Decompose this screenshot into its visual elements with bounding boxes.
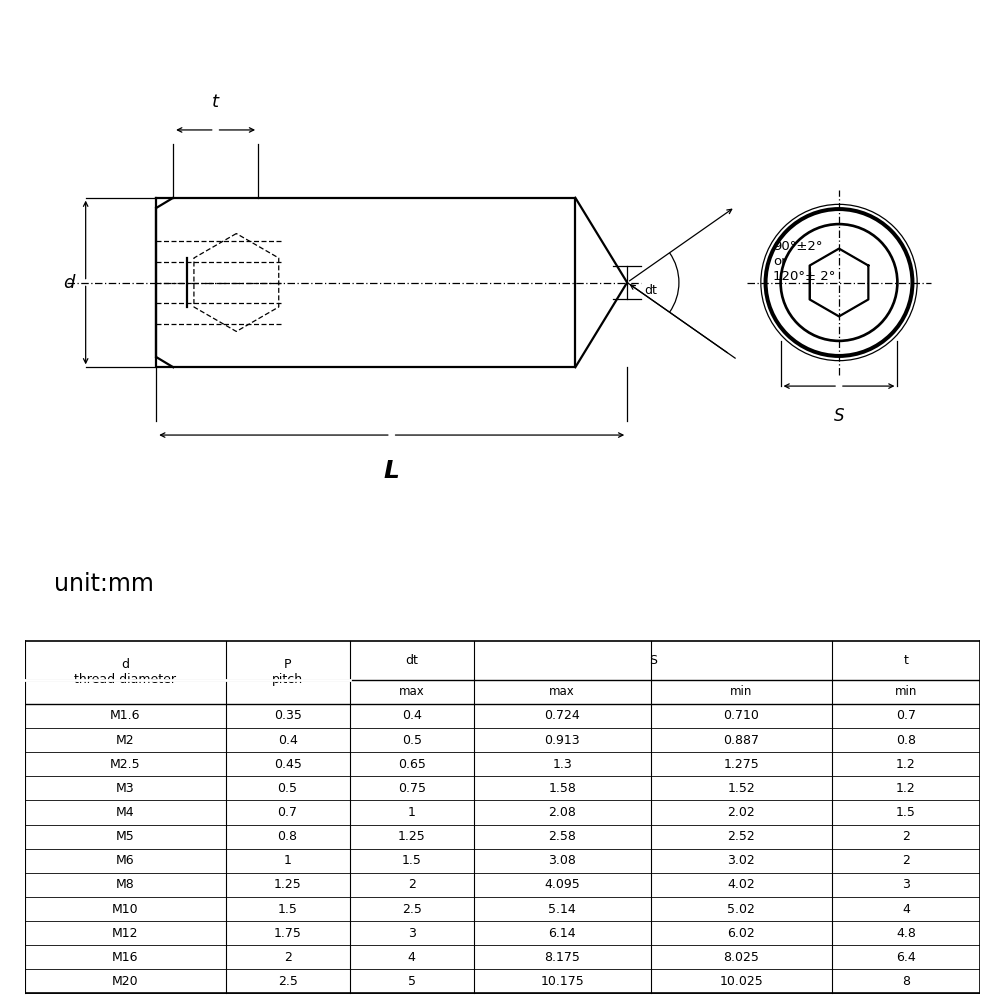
Text: M6: M6 — [116, 854, 135, 867]
Text: 0.8: 0.8 — [896, 734, 916, 747]
Text: 3: 3 — [902, 878, 910, 891]
Text: P
pitch: P pitch — [272, 658, 303, 686]
Text: M5: M5 — [116, 830, 135, 843]
Text: M10: M10 — [112, 903, 139, 916]
Text: 1.2: 1.2 — [896, 758, 916, 771]
Text: 10.025: 10.025 — [719, 975, 763, 988]
Text: 0.913: 0.913 — [544, 734, 580, 747]
Text: min: min — [895, 685, 917, 698]
Text: 0.4: 0.4 — [402, 709, 422, 722]
Text: 8: 8 — [902, 975, 910, 988]
Text: 0.5: 0.5 — [278, 782, 298, 795]
Text: M2: M2 — [116, 734, 135, 747]
Text: 1.58: 1.58 — [548, 782, 576, 795]
Text: 5: 5 — [408, 975, 416, 988]
Text: d
thread diameter: d thread diameter — [74, 658, 176, 686]
Text: 1.2: 1.2 — [896, 782, 916, 795]
Text: 0.7: 0.7 — [278, 806, 298, 819]
Text: M8: M8 — [116, 878, 135, 891]
Text: L: L — [384, 459, 400, 483]
Text: 3.08: 3.08 — [548, 854, 576, 867]
Text: 1.275: 1.275 — [723, 758, 759, 771]
Text: max: max — [399, 685, 425, 698]
Text: 2: 2 — [408, 878, 416, 891]
Text: 3.02: 3.02 — [727, 854, 755, 867]
Text: 8.025: 8.025 — [723, 951, 759, 964]
Text: 1.5: 1.5 — [896, 806, 916, 819]
Text: d: d — [63, 273, 74, 292]
Text: S: S — [834, 407, 844, 425]
Text: min: min — [730, 685, 752, 698]
Text: 0.8: 0.8 — [278, 830, 298, 843]
Text: 2.52: 2.52 — [727, 830, 755, 843]
Text: 0.35: 0.35 — [274, 709, 302, 722]
Text: 2: 2 — [284, 951, 292, 964]
Text: 4: 4 — [408, 951, 416, 964]
Text: 2.08: 2.08 — [548, 806, 576, 819]
Text: 2.02: 2.02 — [727, 806, 755, 819]
Text: S: S — [649, 654, 657, 667]
Text: M3: M3 — [116, 782, 135, 795]
Text: 3: 3 — [408, 927, 416, 940]
Text: 1.25: 1.25 — [274, 878, 302, 891]
Text: 0.887: 0.887 — [723, 734, 759, 747]
Text: t: t — [212, 93, 219, 111]
Text: 0.724: 0.724 — [544, 709, 580, 722]
Text: 4.02: 4.02 — [727, 878, 755, 891]
Text: M4: M4 — [116, 806, 135, 819]
Text: 1: 1 — [284, 854, 292, 867]
Text: t: t — [904, 654, 908, 667]
Text: 4.8: 4.8 — [896, 927, 916, 940]
Text: dt: dt — [405, 654, 418, 667]
Text: 6.02: 6.02 — [727, 927, 755, 940]
Text: 4.095: 4.095 — [544, 878, 580, 891]
Text: 1.52: 1.52 — [727, 782, 755, 795]
Text: 1.25: 1.25 — [398, 830, 426, 843]
Text: M2.5: M2.5 — [110, 758, 141, 771]
Text: M12: M12 — [112, 927, 139, 940]
Text: 2: 2 — [902, 830, 910, 843]
Text: 5.14: 5.14 — [548, 903, 576, 916]
Text: 0.65: 0.65 — [398, 758, 426, 771]
Text: 2.5: 2.5 — [278, 975, 298, 988]
Text: 0.5: 0.5 — [402, 734, 422, 747]
Text: 1.5: 1.5 — [278, 903, 298, 916]
Text: 0.45: 0.45 — [274, 758, 302, 771]
Text: max: max — [549, 685, 575, 698]
Text: M20: M20 — [112, 975, 139, 988]
Text: 1.5: 1.5 — [402, 854, 422, 867]
Text: 90°±2°
or
120°± 2°: 90°±2° or 120°± 2° — [773, 240, 835, 283]
Text: 6.14: 6.14 — [548, 927, 576, 940]
Text: unit:mm: unit:mm — [54, 572, 154, 596]
Text: 1.75: 1.75 — [274, 927, 302, 940]
Text: 0.4: 0.4 — [278, 734, 298, 747]
Text: M1.6: M1.6 — [110, 709, 141, 722]
Text: 0.75: 0.75 — [398, 782, 426, 795]
Text: 2: 2 — [902, 854, 910, 867]
Text: M16: M16 — [112, 951, 139, 964]
Text: 2.58: 2.58 — [548, 830, 576, 843]
Text: 2.5: 2.5 — [402, 903, 422, 916]
Text: 0.7: 0.7 — [896, 709, 916, 722]
Text: 8.175: 8.175 — [544, 951, 580, 964]
Text: 1.3: 1.3 — [552, 758, 572, 771]
Text: 0.710: 0.710 — [723, 709, 759, 722]
Text: 4: 4 — [902, 903, 910, 916]
Text: 10.175: 10.175 — [540, 975, 584, 988]
Text: 1: 1 — [408, 806, 416, 819]
Text: 5.02: 5.02 — [727, 903, 755, 916]
Text: dt: dt — [644, 284, 657, 297]
Text: 6.4: 6.4 — [896, 951, 916, 964]
